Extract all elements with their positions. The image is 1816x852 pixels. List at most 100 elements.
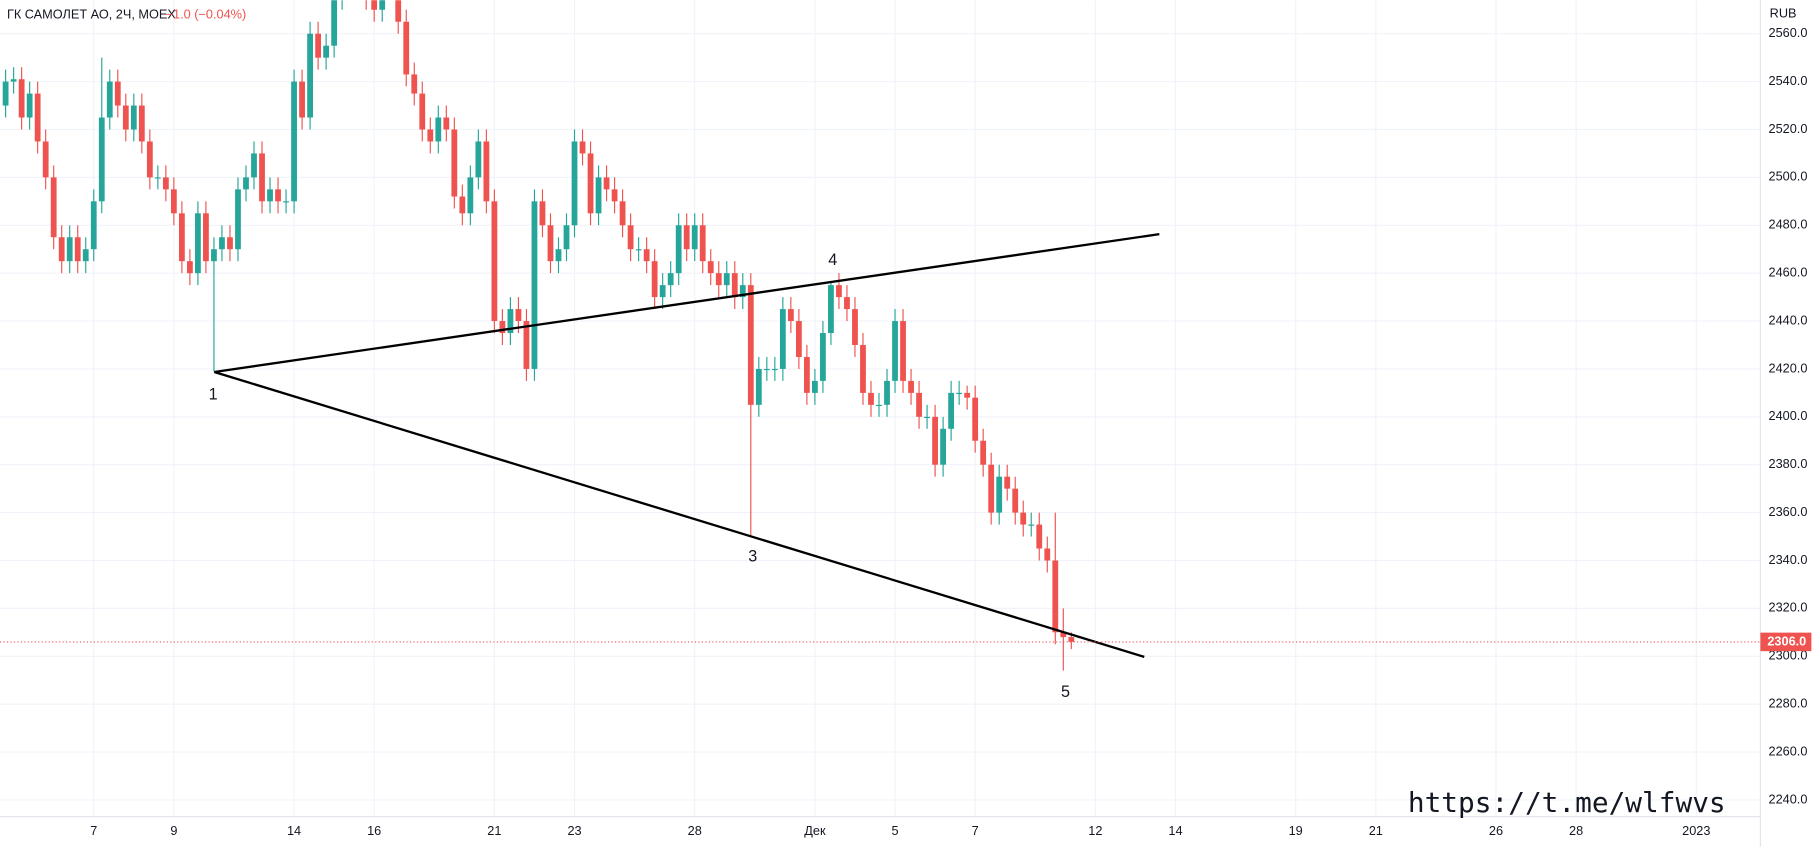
candle-body (162, 177, 169, 190)
candle-body (715, 273, 722, 286)
candle-body (331, 0, 338, 46)
candle-body (972, 397, 979, 441)
candle-body (956, 392, 963, 395)
trend-line (213, 370, 1145, 658)
candle-body (860, 344, 866, 393)
candle-body (195, 213, 201, 274)
candle-body (731, 273, 738, 298)
candle-body (1068, 637, 1075, 642)
candle-body (932, 416, 938, 465)
candle-body (50, 177, 57, 238)
candle-body (411, 74, 418, 94)
candle-body (58, 237, 65, 262)
y-tick-label: 2420.0 (1769, 360, 1808, 375)
candle-body (403, 21, 410, 75)
candle-body (555, 249, 562, 262)
change: −1.0 (−0.04%) (166, 7, 247, 22)
candle-body (892, 321, 898, 381)
candle-body (291, 81, 297, 202)
candle-body (219, 237, 225, 250)
x-tick-label: 21 (1369, 823, 1383, 838)
candle-body (2, 81, 9, 106)
candle-body (876, 404, 882, 407)
candle-body (683, 225, 690, 250)
x-tick-label: 7 (90, 823, 97, 838)
candle-body (651, 261, 658, 298)
candle-body (563, 225, 570, 250)
candle-body (146, 141, 153, 178)
candle-body (916, 392, 922, 417)
candle-body (603, 177, 610, 190)
candle-body (547, 225, 554, 262)
candle-body (211, 249, 217, 262)
y-tick-label: 2480.0 (1769, 217, 1808, 232)
candle-body (371, 0, 378, 10)
y-tick-label: 2240.0 (1769, 791, 1808, 806)
candle-body (130, 105, 137, 130)
candle-body (667, 273, 674, 286)
candle-body (267, 189, 273, 202)
candle-body (34, 93, 41, 142)
candle-body (579, 141, 586, 154)
candle-body (491, 201, 498, 322)
candle-body (571, 141, 578, 226)
x-tick-label: 16 (367, 823, 381, 838)
candle-body (723, 273, 730, 286)
trend-line (214, 232, 1160, 374)
candle-body (755, 368, 762, 405)
candle-body (435, 117, 442, 142)
candle-body (275, 189, 281, 202)
candle-body (627, 225, 634, 250)
candle-body (1060, 632, 1067, 638)
x-tick-label: 26 (1489, 823, 1503, 838)
symbol: ГК САМОЛЕТ АО, 2Ч, MOEX (7, 7, 176, 22)
candle-body (747, 285, 754, 405)
y-tick-label: 2300.0 (1769, 648, 1808, 663)
x-tick-label: 7 (972, 823, 979, 838)
candle-body (1028, 524, 1035, 526)
candle-body (259, 153, 265, 202)
candle-body (114, 81, 121, 106)
candle-body (940, 428, 946, 465)
candle-body (787, 309, 794, 322)
candle-body (812, 380, 818, 393)
last-price-label: 2306.0 (1767, 633, 1806, 648)
candle-body (187, 261, 193, 274)
candle-body (307, 33, 313, 118)
candle-body (795, 321, 802, 357)
candle-body (122, 105, 129, 130)
candle-body (643, 249, 650, 262)
currency: RUB (1770, 5, 1797, 20)
candle-body (611, 189, 618, 202)
candle-body (483, 141, 490, 202)
y-tick-label: 2500.0 (1769, 169, 1808, 184)
x-tick-label: 19 (1289, 823, 1303, 838)
candle-body (170, 189, 177, 214)
x-tick-label: 21 (487, 823, 501, 838)
candle-body (699, 225, 706, 262)
y-tick-label: 2540.0 (1769, 73, 1808, 88)
candle-body (635, 249, 642, 251)
candle-body (227, 237, 233, 250)
candle-body (852, 309, 858, 345)
candle-body (138, 105, 145, 142)
candle-body (251, 153, 257, 178)
candle-body (523, 321, 530, 369)
candle-body (1020, 512, 1027, 525)
x-tick-label: 28 (688, 823, 702, 838)
candle-body (451, 129, 458, 197)
candle-body (379, 0, 386, 10)
candle-body (908, 380, 914, 393)
y-tick-label: 2360.0 (1769, 504, 1808, 519)
candle-body (459, 196, 466, 214)
candle-body (964, 392, 971, 398)
candle-body (900, 321, 906, 381)
grid (0, 0, 1761, 817)
watermark: https://t.me/wlfwvs (1408, 786, 1726, 819)
candle-body (475, 141, 482, 178)
x-tick-label: 12 (1088, 823, 1102, 838)
y-tick-label: 2440.0 (1769, 312, 1808, 327)
candle-body (707, 261, 714, 274)
candle-body (1044, 548, 1051, 561)
y-tick-label: 2460.0 (1769, 265, 1808, 280)
